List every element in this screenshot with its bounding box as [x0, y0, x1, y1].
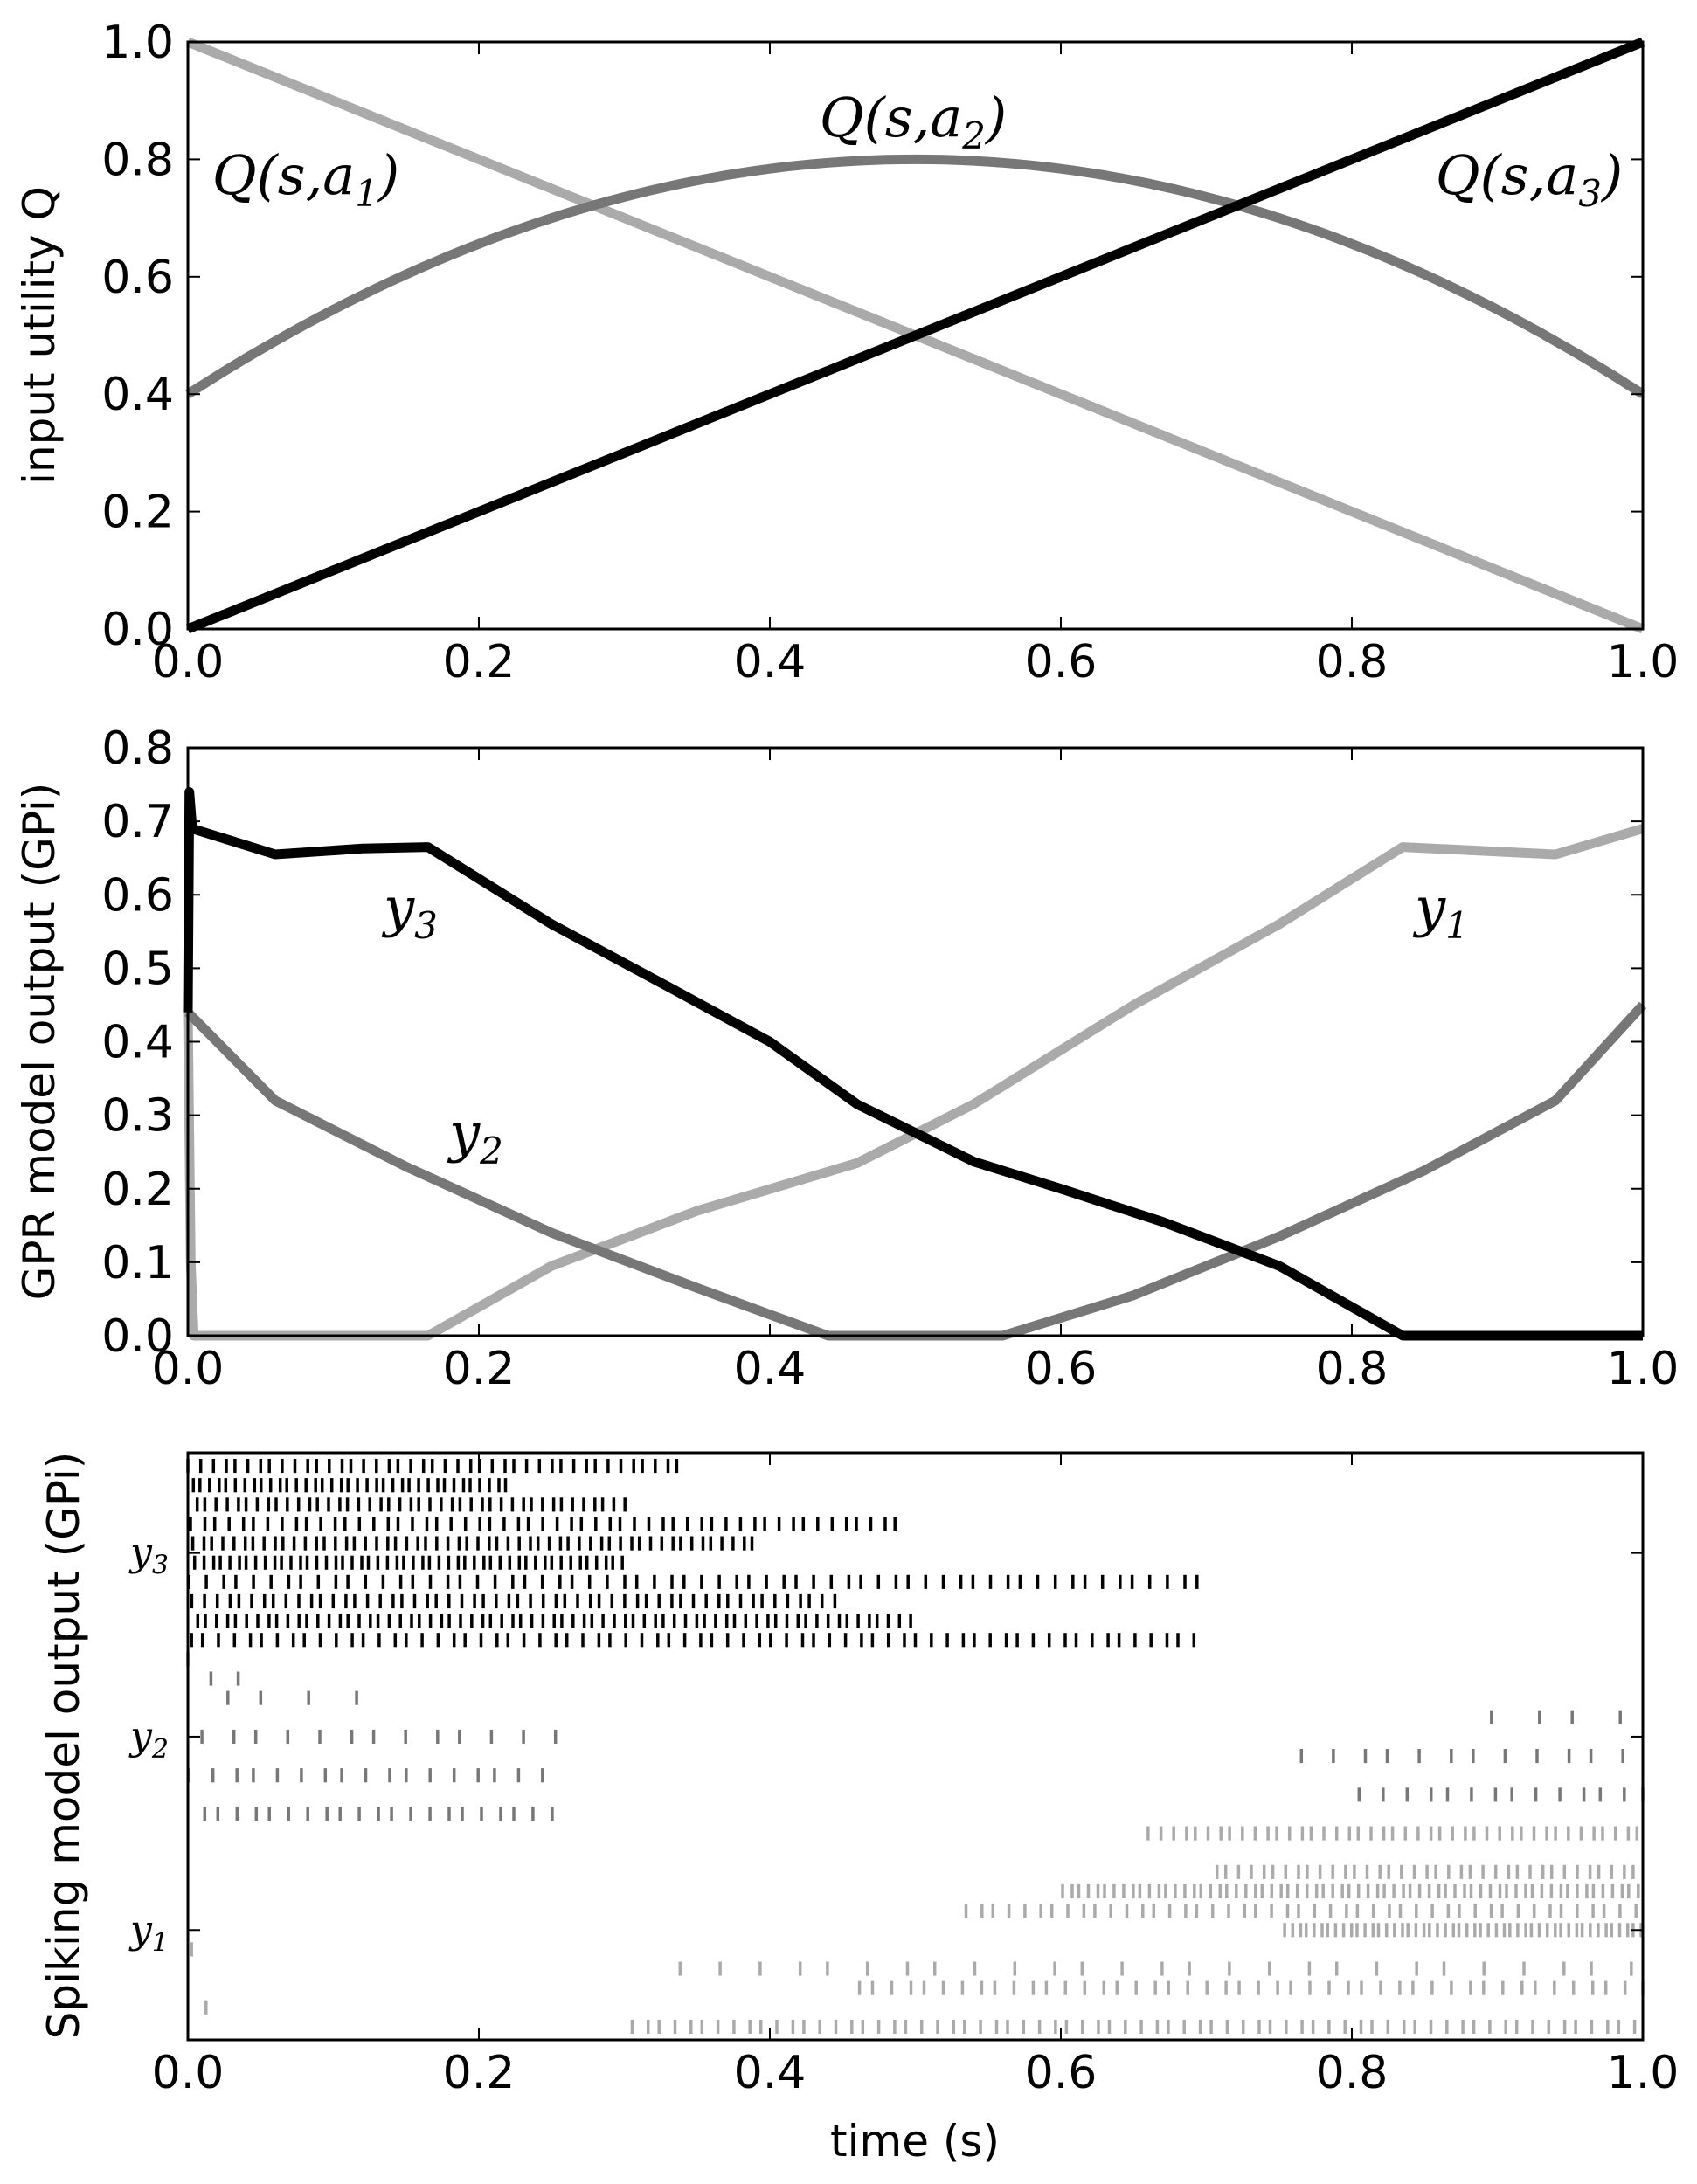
series-labels-gpr-output: y1 y2 y3 — [381, 875, 1469, 1172]
x-tick-label: 0.6 — [1025, 636, 1098, 688]
x-tick-label: 0.4 — [734, 636, 807, 688]
axes-frame-input-utility — [186, 40, 1645, 631]
channel-label-y1: y1 — [128, 1907, 169, 1958]
x-tick-label: 0.0 — [152, 2047, 225, 2099]
series-line-y3 — [183, 787, 1643, 1341]
x-tick-label: 0.4 — [734, 1343, 807, 1395]
x-tick-label: 1.0 — [1607, 636, 1680, 688]
plot-area-input-utility — [185, 37, 1645, 634]
x-tick-label: 0.2 — [443, 1343, 516, 1395]
panel-input-utility: 0.0 0.2 0.4 0.6 0.8 1.0 0.0 0.2 0.4 0.6 0.8 1.0 inp… — [14, 17, 1679, 688]
y-tick-label: 0.2 — [101, 1164, 174, 1216]
y-tick-label: 0.7 — [101, 796, 174, 848]
y-tick-label: 0.2 — [101, 487, 174, 539]
y-tick-label: 0.8 — [101, 134, 174, 186]
channel-label-y3: y3 — [128, 1531, 169, 1581]
series-label-Q(s,a1): Q(s,a1) — [212, 143, 399, 215]
series-label-Q(s,a2): Q(s,a2) — [820, 86, 1007, 157]
y-tick-label: 0.6 — [101, 252, 174, 304]
y-axis-label-spiking-output: Spiking model output (GPi) — [38, 1452, 89, 2040]
plot-area-spiking-output — [186, 1459, 1645, 2034]
x-tick-label: 1.0 — [1607, 2047, 1680, 2099]
x-tick-label: 0.6 — [1025, 1343, 1098, 1395]
x-tick-label: 1.0 — [1607, 1343, 1680, 1395]
y-axis-label-gpr-output: GPR model output (GPi) — [14, 783, 65, 1301]
y-tick-label: 0.5 — [101, 943, 174, 995]
x-tick-label: 0.8 — [1316, 1343, 1389, 1395]
channel-labels-spiking-output: y3 y2 y1 — [128, 1531, 169, 1959]
ticks-spiking-output: 0.0 0.2 0.4 0.6 0.8 1.0 — [152, 1453, 1680, 2099]
y-tick-label: 0.8 — [101, 722, 174, 775]
y-tick-label: 0.4 — [101, 369, 174, 421]
series-label-y2: y2 — [447, 1101, 503, 1172]
series-label-y1: y1 — [1412, 875, 1469, 947]
x-tick-label: 0.2 — [443, 2047, 516, 2099]
x-tick-label: 0.0 — [152, 1343, 225, 1395]
x-tick-label: 0.8 — [1316, 636, 1389, 688]
series-line-Q(s,a2) — [185, 154, 1645, 398]
y-axis-label-input-utility: input utility Q — [14, 186, 65, 485]
y-tick-label: 0.4 — [101, 1017, 174, 1069]
y-tick-label: 1.0 — [101, 17, 174, 69]
y-tick-label: 0.1 — [101, 1237, 174, 1289]
x-tick-label: 0.2 — [443, 636, 516, 688]
series-label-y3: y3 — [381, 875, 438, 947]
x-tick-label: 0.6 — [1025, 2047, 1098, 2099]
x-tick-label: 0.8 — [1316, 2047, 1389, 2099]
x-axis-label-spiking-output: time (s) — [830, 2116, 1000, 2167]
x-tick-label: 0.4 — [734, 2047, 807, 2099]
axes-frame-gpr-output — [186, 746, 1645, 1337]
ticks-input-utility: 0.0 0.2 0.4 0.6 0.8 1.0 0.0 0.2 0.4 0.6 0.8 1.0 — [101, 17, 1679, 688]
series-labels-input-utility: Q(s,a1) Q(s,a2) Q(s,a3) — [212, 86, 1623, 215]
series-line-Q(s,a3) — [185, 37, 1645, 634]
plot-area-gpr-output — [183, 787, 1647, 1341]
axes-frame-spiking-output — [186, 1451, 1645, 2042]
y-tick-label: 0.0 — [101, 604, 174, 656]
y-tick-label: 0.6 — [101, 869, 174, 922]
panel-gpr-output: 0.0 0.1 0.2 0.3 0.4 0.5 0.6 0.7 0.8 0.0 0.2 0.4 0.6 0… — [14, 722, 1679, 1395]
series-label-Q(s,a3): Q(s,a3) — [1436, 143, 1623, 215]
panel-spiking-output: 0.0 0.2 0.4 0.6 0.8 1.0 Spiking model output … — [38, 1451, 1680, 2167]
y-tick-label: 0.3 — [101, 1090, 174, 1143]
ticks-gpr-output: 0.0 0.1 0.2 0.3 0.4 0.5 0.6 0.7 0.8 0.0 0.2 0.4 0.6 0… — [101, 722, 1679, 1395]
series-line-y2 — [184, 1001, 1647, 1341]
x-tick-label: 0.0 — [152, 636, 225, 688]
channel-label-y2: y2 — [128, 1714, 169, 1765]
y-tick-label: 0.0 — [101, 1310, 174, 1363]
